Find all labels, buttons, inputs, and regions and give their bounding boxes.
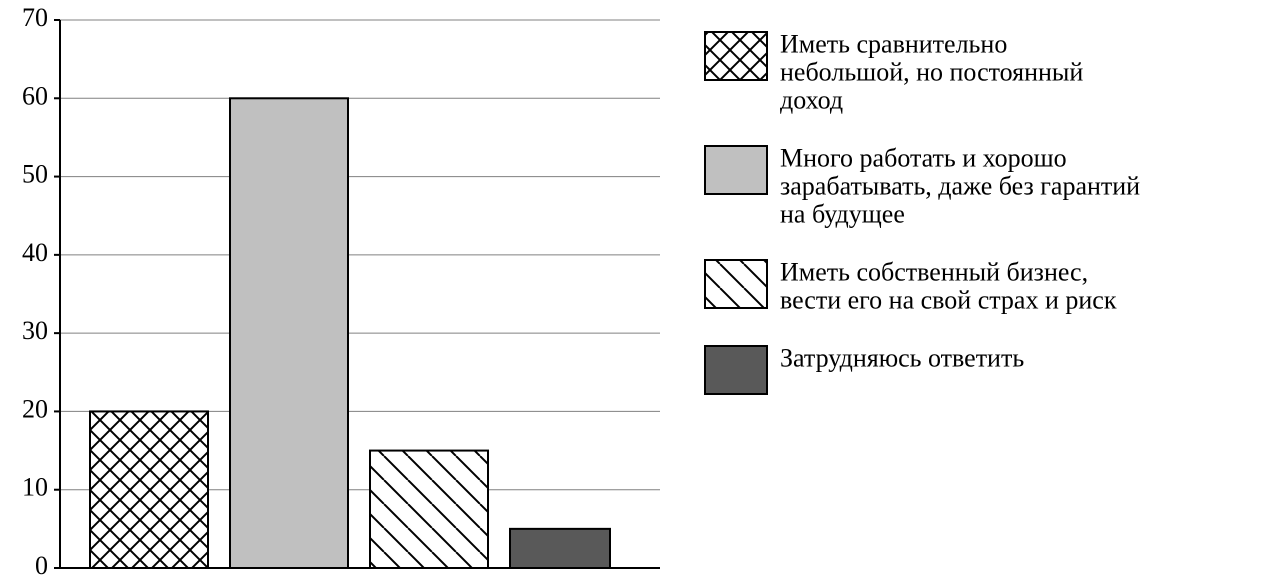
y-tick-label: 30 <box>22 316 48 345</box>
bar-3 <box>370 451 488 568</box>
y-tick-label: 10 <box>22 473 48 502</box>
y-tick-label: 0 <box>35 551 48 580</box>
chart-root: 010203040506070Иметь сравнительнонебольш… <box>0 0 1272 585</box>
y-tick-label: 50 <box>22 160 48 189</box>
legend-swatch-2 <box>705 146 767 194</box>
legend-swatch-1 <box>705 32 767 80</box>
y-tick-label: 40 <box>22 238 48 267</box>
legend-label-3: Иметь собственный бизнес,вести его на св… <box>780 257 1117 314</box>
bar-4 <box>510 529 610 568</box>
legend-label-4: Затрудняюсь ответить <box>780 343 1024 372</box>
bar-2 <box>230 98 348 568</box>
y-tick-label: 20 <box>22 394 48 423</box>
legend-swatch-4 <box>705 346 767 394</box>
y-tick-label: 60 <box>22 81 48 110</box>
legend-swatch-3 <box>705 260 767 308</box>
y-tick-label: 70 <box>22 3 48 32</box>
bar-1 <box>90 411 208 568</box>
